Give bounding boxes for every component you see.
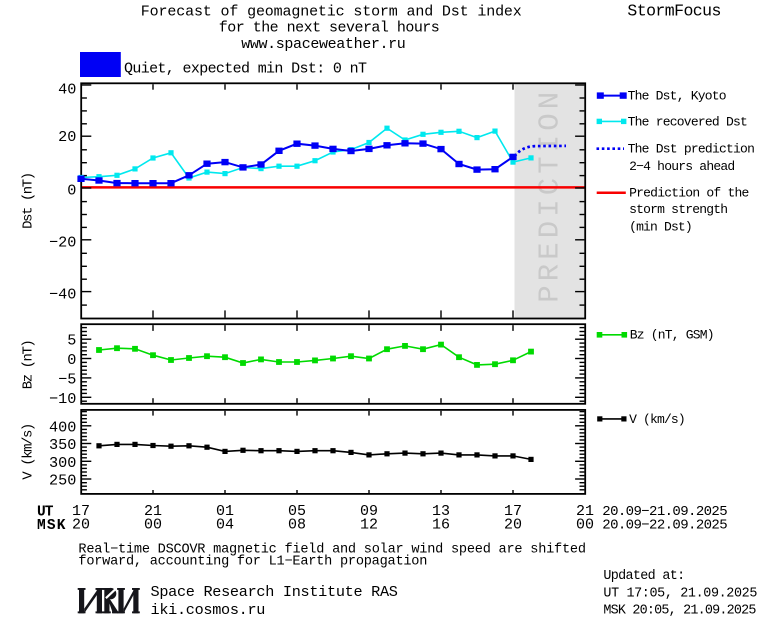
svg-text:300: 300 [49, 454, 76, 472]
svg-text:08: 08 [288, 517, 306, 534]
svg-text:PREDICTION: PREDICTION [534, 88, 567, 303]
svg-text:400: 400 [49, 418, 76, 436]
svg-text:20: 20 [72, 517, 90, 534]
svg-text:−40: −40 [49, 286, 76, 304]
svg-text:StormFocus: StormFocus [627, 2, 721, 21]
svg-text:21: 21 [144, 503, 162, 520]
svg-text:04: 04 [216, 517, 234, 534]
svg-text:20: 20 [58, 128, 76, 146]
svg-text:2−4 hours ahead: 2−4 hours ahead [629, 159, 735, 174]
svg-text:V (km/s): V (km/s) [629, 412, 686, 427]
svg-text:17: 17 [504, 503, 522, 520]
svg-text:iki.cosmos.ru: iki.cosmos.ru [151, 601, 266, 619]
svg-text:The Dst prediction: The Dst prediction [628, 142, 755, 157]
svg-text:350: 350 [49, 436, 76, 454]
svg-text:21: 21 [576, 503, 594, 520]
svg-text:Bz (nT, GSM): Bz (nT, GSM) [630, 328, 715, 343]
svg-text:00: 00 [144, 517, 162, 534]
svg-text:−20: −20 [49, 234, 76, 252]
svg-text:00: 00 [576, 517, 594, 534]
svg-text:05: 05 [288, 503, 306, 520]
svg-text:www.spaceweather.ru: www.spaceweather.ru [241, 36, 406, 53]
svg-text:20.09−22.09.2025: 20.09−22.09.2025 [602, 518, 727, 534]
svg-text:V (km/s): V (km/s) [21, 423, 37, 480]
svg-text:13: 13 [432, 503, 450, 520]
svg-text:−10: −10 [49, 390, 76, 408]
svg-text:Updated at:: Updated at: [603, 569, 685, 584]
svg-text:20.09−21.09.2025: 20.09−21.09.2025 [602, 504, 727, 520]
svg-text:Real−time DSCOVR magnetic fiel: Real−time DSCOVR magnetic field and sola… [78, 543, 586, 558]
svg-text:Prediction of the: Prediction of the [629, 185, 749, 200]
svg-text:for the next several hours: for the next several hours [219, 20, 440, 37]
svg-text:09: 09 [360, 503, 378, 520]
svg-text:12: 12 [360, 517, 378, 534]
svg-text:01: 01 [216, 503, 234, 520]
svg-text:16: 16 [432, 517, 450, 534]
svg-text:UT 17:05, 21.09.2025: UT 17:05, 21.09.2025 [603, 586, 757, 601]
svg-text:250: 250 [49, 472, 76, 490]
svg-text:−5: −5 [58, 370, 76, 388]
svg-text:40: 40 [58, 80, 76, 98]
svg-text:forward, accounting for L1−Ear: forward, accounting for L1−Earth propaga… [78, 555, 427, 570]
svg-text:UT: UT [37, 504, 54, 520]
svg-text:17: 17 [72, 503, 90, 520]
svg-text:0: 0 [67, 351, 76, 369]
svg-text:(min Dst): (min Dst) [629, 219, 693, 234]
svg-text:The recovered Dst: The recovered Dst [628, 115, 748, 130]
svg-text:Quiet, expected min Dst: 0 nT: Quiet, expected min Dst: 0 nT [124, 60, 367, 77]
svg-text:storm strength: storm strength [629, 202, 728, 217]
svg-text:The Dst, Kyoto: The Dst, Kyoto [628, 88, 727, 103]
svg-text:0: 0 [67, 182, 76, 200]
svg-text:Dst (nT): Dst (nT) [21, 172, 37, 229]
svg-text:MSK: MSK [37, 518, 66, 534]
svg-text:MSK 20:05, 21.09.2025: MSK 20:05, 21.09.2025 [603, 603, 756, 618]
svg-text:5: 5 [67, 332, 76, 350]
svg-text:Space Research Institute RAS: Space Research Institute RAS [151, 583, 398, 601]
svg-text:Forecast of geomagnetic storm: Forecast of geomagnetic storm and Dst in… [141, 3, 522, 20]
svg-text:Bz (nT): Bz (nT) [21, 339, 37, 389]
svg-text:20: 20 [504, 517, 522, 534]
